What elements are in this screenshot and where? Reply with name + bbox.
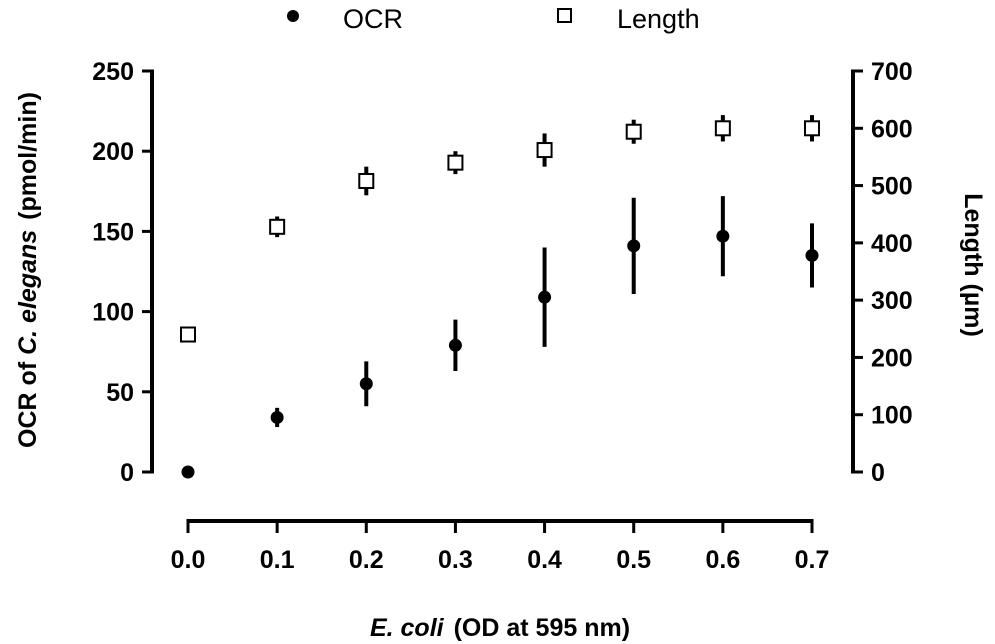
series-length xyxy=(180,115,820,343)
data-point-length xyxy=(536,142,553,159)
left-y-axis-title-pre: OCR of xyxy=(14,355,42,448)
right-axis-tick-label: 300 xyxy=(871,287,913,315)
left-y-axis-title-post: (pmol/min) xyxy=(14,92,42,220)
data-point-length xyxy=(625,123,642,140)
data-point-ocr xyxy=(181,465,195,479)
data-point-ocr xyxy=(448,338,462,352)
right-y-axis-title: Length (µm) xyxy=(959,193,987,337)
legend-length-label: Length xyxy=(617,4,700,34)
data-point-length xyxy=(269,218,286,235)
x-axis-tick-label: 0.6 xyxy=(705,546,740,574)
x-axis-title-italic: E. coli xyxy=(370,614,445,642)
left-y-axis-title-italic: C. elegans xyxy=(14,230,42,355)
legend-ocr-marker-icon xyxy=(287,10,299,22)
data-point-length xyxy=(180,326,196,343)
x-axis-tick-label: 0.7 xyxy=(795,546,830,574)
right-axis-tick-label: 700 xyxy=(871,58,913,86)
legend-ocr-label: OCR xyxy=(343,4,403,34)
legend-length-marker-icon xyxy=(557,8,572,23)
series-ocr xyxy=(181,196,819,479)
x-axis-tick-label: 0.5 xyxy=(616,546,651,574)
data-point-ocr xyxy=(270,410,284,424)
right-axis-tick-label: 200 xyxy=(871,344,913,372)
data-point-length xyxy=(447,154,464,171)
right-axis-tick-label: 500 xyxy=(871,173,913,201)
left-axis-tick-label: 200 xyxy=(92,138,134,166)
data-point-ocr xyxy=(716,229,730,243)
x-axis-tick-label: 0.1 xyxy=(260,546,295,574)
data-point-ocr xyxy=(359,377,373,391)
left-y-axis: 0 50 100 150 200 250 xyxy=(92,58,154,487)
left-axis-tick-label: 50 xyxy=(106,379,134,407)
left-y-axis-title: OCR of C. elegans (pmol/min) xyxy=(14,92,42,448)
left-axis-tick-label: 0 xyxy=(120,459,134,487)
right-axis-tick-label: 600 xyxy=(871,115,913,143)
data-point-length xyxy=(714,120,731,137)
x-axis-tick-label: 0.4 xyxy=(527,546,562,574)
x-axis-tick-label: 0.3 xyxy=(438,546,473,574)
x-axis-title-rest: (OD at 595 nm) xyxy=(454,614,630,642)
right-axis-tick-label: 400 xyxy=(871,230,913,258)
left-axis-tick-label: 150 xyxy=(92,218,134,246)
right-axis-tick-label: 100 xyxy=(871,402,913,430)
right-axis-tick-label: 0 xyxy=(871,459,885,487)
data-point-ocr xyxy=(538,290,552,304)
x-axis: 0.0 0.1 0.2 0.3 0.4 0.5 0.6 0.7 xyxy=(171,519,830,574)
x-axis-tick-label: 0.0 xyxy=(171,546,206,574)
data-point-length xyxy=(804,120,820,137)
x-axis-title: E. coli (OD at 595 nm) xyxy=(370,614,630,642)
left-axis-tick-label: 250 xyxy=(92,58,134,86)
data-point-ocr xyxy=(627,239,641,253)
data-point-length xyxy=(358,172,375,189)
data-point-ocr xyxy=(805,248,819,262)
left-axis-tick-label: 100 xyxy=(92,299,134,327)
legend: OCR Length xyxy=(287,4,700,34)
right-y-axis: 0 100 200 300 400 500 600 700 xyxy=(851,58,913,487)
x-axis-tick-label: 0.2 xyxy=(349,546,384,574)
